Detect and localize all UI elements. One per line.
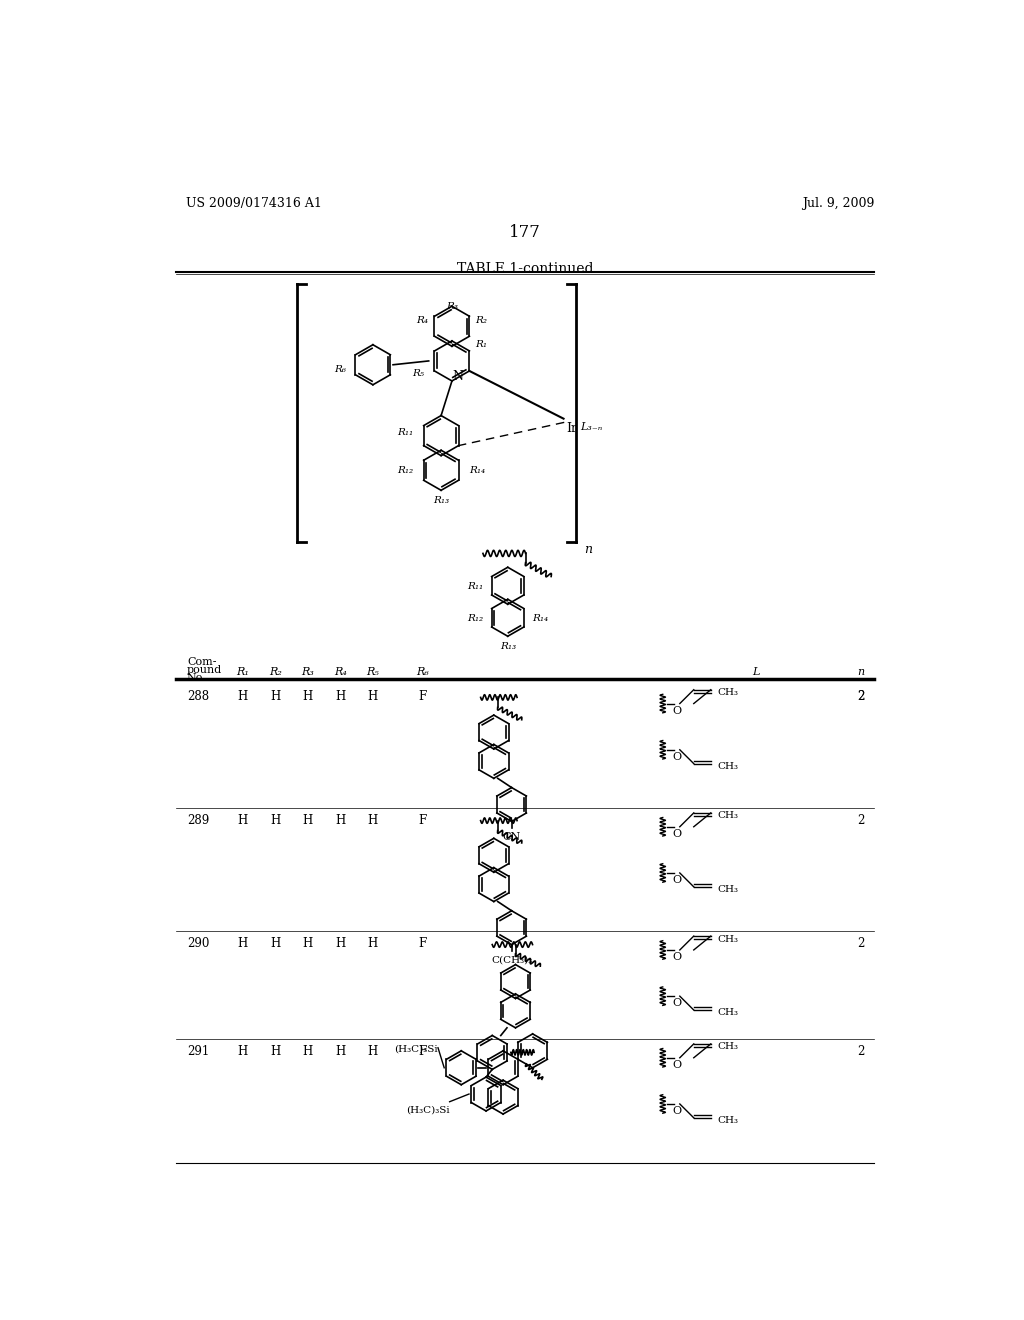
Text: No.: No. [187,673,207,682]
Text: F: F [419,690,427,704]
Text: R₅: R₅ [412,368,424,378]
Text: R₁₁: R₁₁ [397,428,414,437]
Text: n: n [584,544,592,557]
Text: US 2009/0174316 A1: US 2009/0174316 A1 [186,197,322,210]
Text: Ir: Ir [566,422,577,434]
Text: H: H [368,813,378,826]
Text: TABLE 1-continued: TABLE 1-continued [457,263,593,276]
Text: CH₃: CH₃ [717,1117,738,1125]
Text: CN: CN [503,832,521,842]
Text: 288: 288 [187,690,209,704]
Text: Jul. 9, 2009: Jul. 9, 2009 [802,197,874,210]
Text: H: H [303,937,313,950]
Text: R₄: R₄ [417,317,428,325]
Text: H: H [303,813,313,826]
Text: H: H [335,813,345,826]
Text: 2: 2 [857,690,864,704]
Text: R₄: R₄ [334,667,347,677]
Text: 2: 2 [857,690,864,704]
Text: R₁₃: R₁₃ [433,496,450,506]
Text: CH₃: CH₃ [717,935,738,944]
Text: 289: 289 [187,813,209,826]
Text: F: F [419,813,427,826]
Text: 2: 2 [857,937,864,950]
Text: H: H [335,1044,345,1057]
Text: C(CH₃)₃: C(CH₃)₃ [490,956,532,965]
Text: R₆: R₆ [335,364,346,374]
Text: F: F [419,937,427,950]
Text: L₃₋ₙ: L₃₋ₙ [581,422,603,432]
Text: R₁₃: R₁₃ [500,643,516,651]
Text: H: H [335,690,345,704]
Text: R₁₂: R₁₂ [397,466,414,475]
Text: H: H [303,690,313,704]
Text: O: O [672,829,681,840]
Text: CH₃: CH₃ [717,1043,738,1051]
Text: n: n [857,667,864,677]
Text: O: O [672,875,681,886]
Text: R₂: R₂ [269,667,282,677]
Text: R₁₄: R₁₄ [469,466,485,475]
Text: H: H [270,1044,281,1057]
Text: O: O [672,1106,681,1117]
Text: (H₃C)₃Si: (H₃C)₃Si [394,1044,438,1053]
Text: CH₃: CH₃ [717,762,738,771]
Text: R₁₁: R₁₁ [467,582,483,591]
Text: H: H [238,937,248,950]
Text: H: H [238,690,248,704]
Text: 2: 2 [857,1044,864,1057]
Text: CH₃: CH₃ [717,1008,738,1018]
Text: R₆: R₆ [416,667,429,677]
Text: H: H [303,1044,313,1057]
Text: H: H [238,1044,248,1057]
Text: R₁: R₁ [237,667,249,677]
Text: H: H [335,937,345,950]
Text: H: H [238,813,248,826]
Text: pound: pound [187,665,222,675]
Text: 290: 290 [187,937,209,950]
Text: H: H [368,937,378,950]
Text: R₁: R₁ [475,341,487,348]
Text: N: N [453,370,464,383]
Text: H: H [368,690,378,704]
Text: H: H [270,813,281,826]
Text: CH₃: CH₃ [717,886,738,894]
Text: CH₃: CH₃ [717,812,738,820]
Text: H: H [368,1044,378,1057]
Text: (H₃C)₃Si: (H₃C)₃Si [406,1106,450,1114]
Text: R₁₂: R₁₂ [467,614,483,623]
Text: R₃: R₃ [301,667,314,677]
Text: H: H [270,937,281,950]
Text: H: H [270,690,281,704]
Text: 177: 177 [509,224,541,240]
Text: CH₃: CH₃ [717,688,738,697]
Text: R₅: R₅ [367,667,379,677]
Text: 291: 291 [187,1044,209,1057]
Text: R₃: R₃ [445,302,458,312]
Text: O: O [672,706,681,715]
Text: R₁₄: R₁₄ [532,614,549,623]
Text: R₂: R₂ [475,317,487,325]
Text: L: L [752,667,760,677]
Text: O: O [672,1060,681,1071]
Text: O: O [672,998,681,1008]
Text: F: F [419,1044,427,1057]
Text: 2: 2 [857,813,864,826]
Text: O: O [672,752,681,762]
Text: O: O [672,952,681,962]
Text: Com-: Com- [187,657,216,668]
